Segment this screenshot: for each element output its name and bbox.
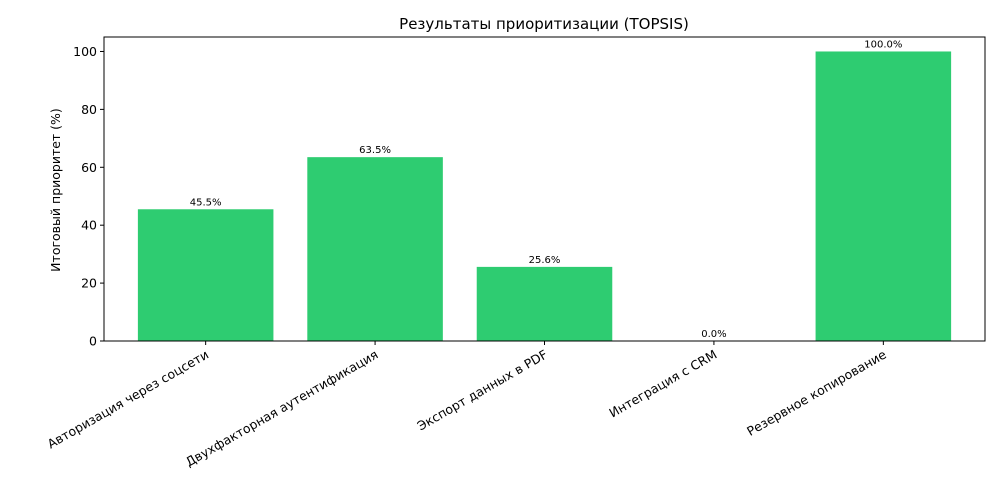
- plot-area: 0 20 40 60 80 100 45.5% Авторизация через соцсе…: [45, 39, 952, 469]
- data-label: 63.5%: [359, 145, 391, 156]
- data-label: 25.6%: [529, 255, 561, 266]
- x-tick-label: Интеграция с CRM: [606, 347, 719, 421]
- x-tick-label: Резервное копирование: [744, 346, 889, 438]
- y-tick-label: 60: [81, 160, 97, 175]
- y-tick-label: 40: [81, 218, 97, 233]
- y-axis-label: Итоговый приоритет (%): [48, 108, 63, 272]
- y-tick-label: 100: [73, 44, 97, 59]
- bar: [476, 266, 613, 341]
- y-tick-label: 80: [81, 102, 97, 117]
- bar: [815, 51, 952, 341]
- chart-title: Результаты приоритизации (TOPSIS): [399, 15, 689, 33]
- bar: [307, 157, 443, 341]
- y-tick-label: 20: [81, 276, 97, 291]
- x-tick-label: Двухфакторная аутентификация: [183, 347, 381, 470]
- plot-frame: [103, 36, 986, 342]
- data-label: 45.5%: [190, 197, 222, 208]
- data-label: 0.0%: [701, 329, 726, 340]
- data-label: 100.0%: [864, 39, 902, 50]
- y-tick-label: 0: [89, 334, 97, 349]
- x-tick-label: Экспорт данных в PDF: [415, 347, 550, 434]
- bar: [137, 209, 274, 341]
- x-tick-label: Авторизация через соцсети: [45, 347, 212, 452]
